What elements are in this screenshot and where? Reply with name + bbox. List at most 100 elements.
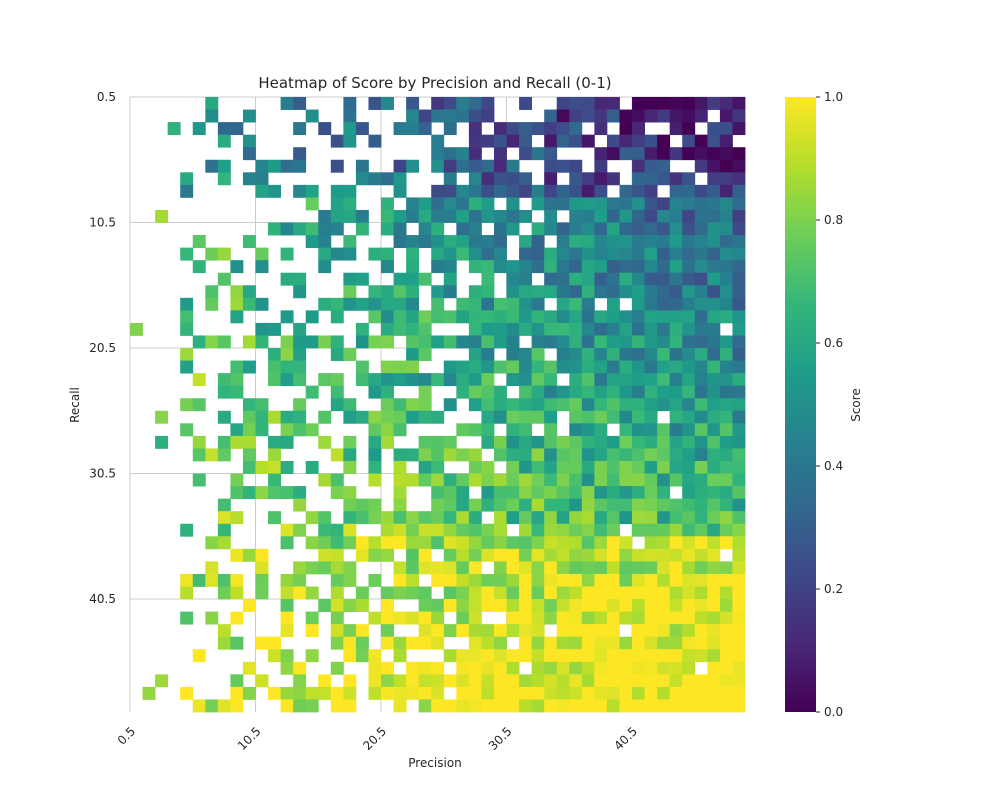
heatmap-cell [657, 247, 671, 261]
heatmap-cell [732, 511, 746, 525]
heatmap-cell [443, 235, 457, 249]
heatmap-cell [318, 297, 332, 311]
heatmap-cells [130, 97, 746, 713]
heatmap-cell [368, 410, 382, 424]
heatmap-cell [255, 636, 269, 650]
heatmap-cell [707, 423, 721, 437]
heatmap-cell [493, 498, 507, 512]
heatmap-cell [644, 260, 658, 274]
heatmap-cell [493, 586, 507, 600]
heatmap-cell [330, 247, 344, 261]
heatmap-cell [556, 573, 570, 587]
heatmap-cell [707, 523, 721, 537]
heatmap-cell [594, 398, 608, 412]
heatmap-cell [556, 310, 570, 324]
heatmap-cell [192, 699, 206, 713]
heatmap-cell [581, 410, 595, 424]
heatmap-cell [581, 561, 595, 575]
heatmap-cell [393, 486, 407, 500]
heatmap-cell [632, 573, 645, 587]
heatmap-cell [305, 235, 319, 249]
heatmap-cell [155, 435, 169, 449]
heatmap-cell [393, 649, 407, 663]
heatmap-cell [707, 310, 721, 324]
heatmap-cell [393, 523, 407, 537]
heatmap-cell [192, 260, 206, 274]
heatmap-cell [594, 373, 608, 387]
heatmap-cell [519, 686, 533, 700]
heatmap-cell [707, 460, 721, 474]
heatmap-cell [468, 460, 482, 474]
heatmap-cell [481, 486, 495, 500]
heatmap-cell [619, 699, 633, 713]
heatmap-cell [594, 348, 608, 361]
heatmap-cell [468, 573, 482, 587]
heatmap-cell [343, 247, 357, 261]
heatmap-cell [443, 209, 457, 223]
heatmap-cell [293, 686, 307, 700]
heatmap-cell [669, 122, 683, 136]
heatmap-cell [682, 247, 696, 261]
heatmap-cell [506, 197, 520, 211]
heatmap-cell [230, 310, 244, 324]
heatmap-cell [230, 486, 244, 500]
heatmap-cell [343, 197, 357, 211]
heatmap-cell [569, 398, 583, 412]
heatmap-cell [644, 310, 658, 324]
heatmap-cell [343, 448, 357, 462]
y-tick-labels: 0.510.520.530.540.5 [89, 90, 116, 606]
heatmap-cell [330, 561, 344, 575]
heatmap-cell [519, 435, 533, 449]
heatmap-cell [556, 611, 570, 625]
heatmap-cell [531, 498, 545, 512]
heatmap-cell [694, 523, 708, 537]
heatmap-cell [619, 348, 633, 361]
heatmap-cell [355, 536, 369, 550]
heatmap-cell [669, 586, 683, 600]
heatmap-cell [431, 674, 445, 688]
heatmap-cell [569, 322, 583, 336]
heatmap-cell [606, 636, 620, 650]
heatmap-cell [606, 498, 620, 512]
heatmap-cell [493, 235, 507, 249]
heatmap-cell [644, 498, 658, 512]
heatmap-cell [682, 611, 696, 625]
heatmap-cell [657, 335, 671, 349]
heatmap-cell [368, 548, 382, 562]
heatmap-cell [669, 611, 683, 625]
heatmap-cell [569, 674, 583, 688]
heatmap-cell [732, 448, 746, 462]
heatmap-cell [719, 573, 733, 587]
heatmap-cell [594, 536, 608, 550]
heatmap-cell [657, 423, 671, 437]
heatmap-cell [707, 335, 721, 349]
heatmap-cell [255, 335, 269, 349]
heatmap-cell [481, 661, 495, 675]
heatmap-cell [519, 235, 533, 249]
heatmap-cell [707, 586, 721, 600]
heatmap-cell [569, 209, 583, 223]
heatmap-cell [606, 536, 620, 550]
heatmap-cell [694, 410, 708, 424]
heatmap-cell [581, 260, 595, 274]
heatmap-cell [368, 335, 382, 349]
heatmap-cell [619, 561, 633, 575]
colorbar-label: Score [849, 388, 863, 422]
heatmap-cell [519, 147, 533, 161]
heatmap-cell [519, 398, 533, 412]
heatmap-cell [481, 272, 495, 286]
heatmap-cell [682, 573, 696, 587]
heatmap-cell [669, 247, 683, 261]
heatmap-cell [468, 184, 482, 198]
heatmap-cell [644, 272, 658, 286]
heatmap-cell [406, 636, 420, 650]
heatmap-cell [355, 209, 369, 223]
heatmap-cell [242, 460, 256, 474]
heatmap-cell [556, 385, 570, 399]
heatmap-cell [644, 586, 658, 600]
heatmap-cell [644, 235, 658, 249]
heatmap-cell [468, 599, 482, 612]
heatmap-cell [493, 398, 507, 412]
heatmap-cell [657, 197, 671, 211]
heatmap-cell [594, 661, 608, 675]
